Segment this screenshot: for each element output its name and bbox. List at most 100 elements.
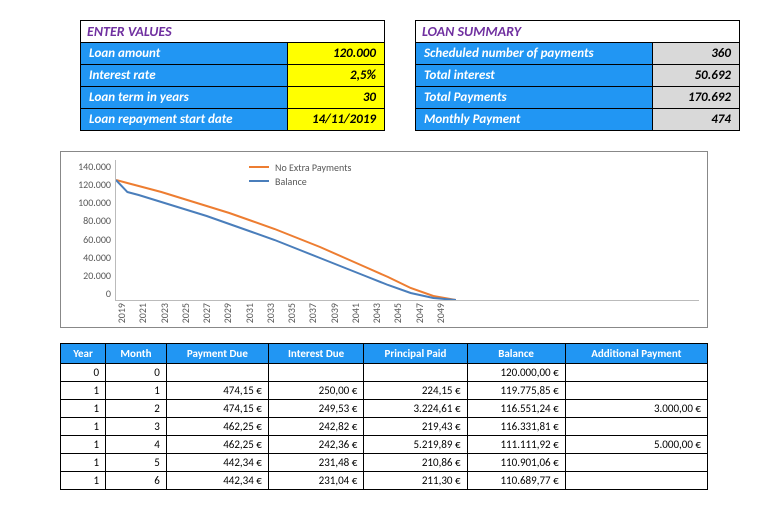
x-tick-label: 2021 [136, 303, 157, 323]
table-cell [364, 364, 467, 382]
table-cell: 3.224,61 € [364, 400, 467, 418]
table-col-header: Balance [467, 344, 565, 364]
balance-chart: No Extra Payments Balance 140.000120.000… [60, 151, 708, 328]
x-tick-label: 2045 [391, 303, 412, 323]
table-cell [565, 382, 707, 400]
table-row: 11474,15 €250,00 €224,15 €119.775,85 € [61, 382, 708, 400]
x-tick-label: 2031 [243, 303, 264, 323]
table-col-header: Interest Due [268, 344, 363, 364]
table-cell: 231,48 € [268, 454, 363, 472]
table-cell [565, 454, 707, 472]
y-tick-label: 140.000 [78, 160, 111, 173]
table-header-row: YearMonthPayment DueInterest DuePrincipa… [61, 344, 708, 364]
chart-plot-area [115, 160, 699, 301]
loan-summary-header: LOAN SUMMARY [416, 21, 739, 43]
x-tick-label: 2037 [306, 303, 327, 323]
top-row: ENTER VALUES Loan amount 120.000 Interes… [20, 20, 748, 131]
x-tick-label: 2025 [179, 303, 200, 323]
table-cell: 462,25 € [166, 418, 268, 436]
total-payments-value: 170.692 [653, 87, 739, 108]
enter-values-panel: ENTER VALUES Loan amount 120.000 Interes… [80, 20, 385, 131]
table-cell: 250,00 € [268, 382, 363, 400]
table-cell [565, 472, 707, 490]
table-cell: 110.901,06 € [467, 454, 565, 472]
x-tick-label: 2041 [349, 303, 370, 323]
table-cell: 110.689,77 € [467, 472, 565, 490]
table-cell: 1 [61, 382, 106, 400]
num-payments-label: Scheduled number of payments [416, 43, 653, 64]
y-tick-label: 80.000 [83, 214, 111, 227]
table-cell: 0 [106, 364, 167, 382]
loan-amount-label: Loan amount [81, 43, 288, 64]
table-col-header: Principal Paid [364, 344, 467, 364]
table-cell: 1 [61, 400, 106, 418]
table-cell: 474,15 € [166, 382, 268, 400]
table-col-header: Additional Payment [565, 344, 707, 364]
table-cell: 5 [106, 454, 167, 472]
table-cell: 116.551,24 € [467, 400, 565, 418]
total-payments-label: Total Payments [416, 87, 653, 108]
table-cell: 1 [61, 472, 106, 490]
table-cell: 3 [106, 418, 167, 436]
table-cell: 231,04 € [268, 472, 363, 490]
table-cell: 2 [106, 400, 167, 418]
loan-summary-panel: LOAN SUMMARY Scheduled number of payment… [415, 20, 740, 131]
table-cell: 111.111,92 € [467, 436, 565, 454]
y-tick-label: 100.000 [78, 196, 111, 209]
table-cell: 442,34 € [166, 454, 268, 472]
table-row: 14462,25 €242,36 €5.219,89 €111.111,92 €… [61, 436, 708, 454]
table-row: 12474,15 €249,53 €3.224,61 €116.551,24 €… [61, 400, 708, 418]
table-cell [268, 364, 363, 382]
start-date-value[interactable]: 14/11/2019 [288, 109, 384, 130]
x-tick-label: 2033 [264, 303, 285, 323]
table-cell: 120.000,00 € [467, 364, 565, 382]
table-cell: 224,15 € [364, 382, 467, 400]
loan-amount-value[interactable]: 120.000 [288, 43, 384, 64]
table-cell: 210,86 € [364, 454, 467, 472]
table-row: 15442,34 €231,48 €210,86 €110.901,06 € [61, 454, 708, 472]
total-interest-value: 50.692 [653, 65, 739, 86]
table-cell [565, 418, 707, 436]
x-tick-label: 2035 [285, 303, 306, 323]
table-col-header: Payment Due [166, 344, 268, 364]
loan-term-value[interactable]: 30 [288, 87, 384, 108]
y-tick-label: 40.000 [83, 251, 111, 264]
table-cell: 119.775,85 € [467, 382, 565, 400]
x-tick-label: 2023 [158, 303, 179, 323]
table-cell: 211,30 € [364, 472, 467, 490]
x-tick-label: 2047 [413, 303, 434, 323]
chart-line [116, 180, 456, 300]
table-cell: 6 [106, 472, 167, 490]
table-cell: 442,34 € [166, 472, 268, 490]
table-row: 00 120.000,00 € [61, 364, 708, 382]
y-tick-label: 0 [106, 287, 111, 300]
amortization-table-wrap: YearMonthPayment DueInterest DuePrincipa… [60, 343, 708, 490]
start-date-label: Loan repayment start date [81, 109, 288, 130]
x-tick-label: 2019 [115, 303, 136, 323]
y-tick-label: 120.000 [78, 178, 111, 191]
table-cell: 5.000,00 € [565, 436, 707, 454]
table-cell: 5.219,89 € [364, 436, 467, 454]
chart-svg [116, 160, 456, 300]
table-cell: 0 [61, 364, 106, 382]
table-cell: 1 [61, 454, 106, 472]
num-payments-value: 360 [653, 43, 739, 64]
table-cell: 3.000,00 € [565, 400, 707, 418]
chart-x-axis: 2019202120232025202720292031203320352037… [115, 301, 455, 323]
table-cell [565, 364, 707, 382]
table-col-header: Month [106, 344, 167, 364]
table-cell: 474,15 € [166, 400, 268, 418]
table-cell: 116.331,81 € [467, 418, 565, 436]
chart-y-axis: 140.000120.000100.00080.00060.00040.0002… [69, 160, 115, 300]
loan-term-label: Loan term in years [81, 87, 288, 108]
amortization-table: YearMonthPayment DueInterest DuePrincipa… [60, 343, 708, 490]
x-tick-label: 2043 [370, 303, 391, 323]
table-row: 16442,34 €231,04 €211,30 €110.689,77 € [61, 472, 708, 490]
table-cell: 1 [61, 418, 106, 436]
y-tick-label: 20.000 [83, 269, 111, 282]
monthly-payment-value: 474 [653, 109, 739, 130]
enter-values-header: ENTER VALUES [81, 21, 384, 43]
table-cell: 242,82 € [268, 418, 363, 436]
interest-rate-value[interactable]: 2,5% [288, 65, 384, 86]
table-cell: 249,53 € [268, 400, 363, 418]
